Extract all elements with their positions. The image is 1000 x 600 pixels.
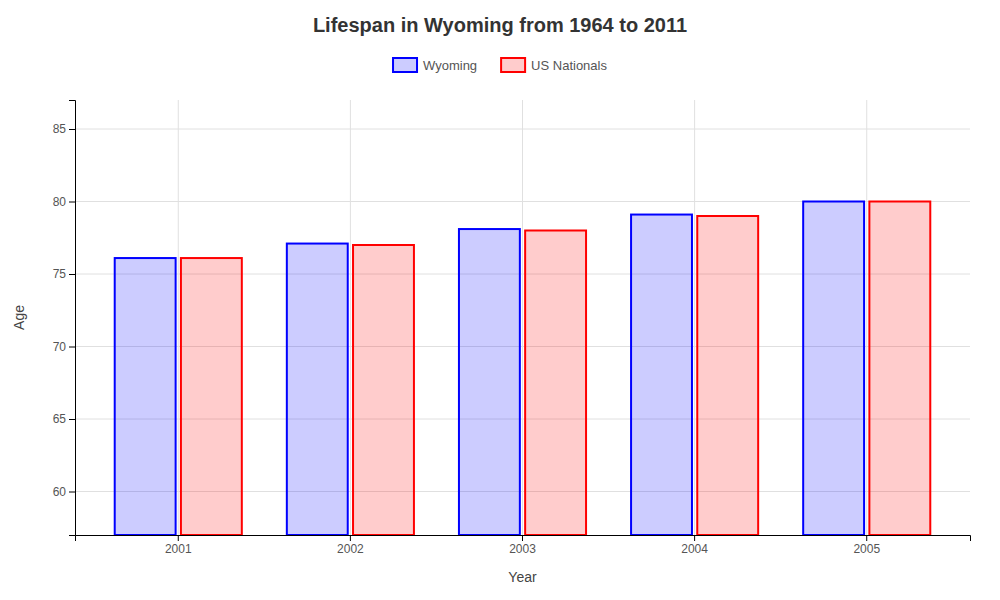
grid-line (350, 100, 351, 535)
tick-label: 80 (53, 195, 67, 209)
tick: 80 (53, 195, 75, 209)
tick-label: 85 (53, 122, 67, 136)
tick: 2001 (165, 535, 192, 556)
bar-series (181, 202, 930, 536)
tick: 2005 (853, 535, 880, 556)
tick-label: 2003 (509, 542, 536, 556)
y-axis: 60 65 70 75 80 85 (53, 101, 76, 536)
x-axis: 2001 2002 2003 2004 2005 (76, 535, 971, 556)
legend-swatch (393, 58, 417, 72)
tick-mark (69, 129, 75, 130)
grid-line (522, 100, 523, 535)
tick: 75 (53, 267, 75, 281)
tick-label: 2004 (681, 542, 708, 556)
legend-item: Wyoming (393, 58, 477, 73)
tick: 60 (53, 485, 75, 499)
grid-line (694, 100, 695, 535)
tick-mark (522, 535, 523, 541)
tick: 65 (53, 412, 75, 426)
tick: 2002 (337, 535, 364, 556)
axis-line (69, 101, 76, 536)
bar (287, 244, 348, 535)
bar (353, 245, 414, 535)
bar (115, 258, 176, 535)
y-axis-label: Age (11, 305, 27, 330)
legend: Wyoming US Nationals (393, 58, 607, 73)
legend-label: US Nationals (531, 58, 607, 73)
grid (75, 100, 970, 535)
grid-line (866, 100, 867, 535)
tick-mark (350, 535, 351, 541)
tick-mark (866, 535, 867, 541)
bar (459, 229, 520, 535)
tick-label: 70 (53, 340, 67, 354)
tick: 85 (53, 122, 75, 136)
tick-mark (69, 492, 75, 493)
tick-label: 2005 (853, 542, 880, 556)
axis-line (76, 536, 971, 542)
tick-label: 75 (53, 267, 67, 281)
tick-label: 2001 (165, 542, 192, 556)
legend-swatch (501, 58, 525, 72)
bar (525, 231, 586, 536)
tick-label: 60 (53, 485, 67, 499)
tick-mark (694, 535, 695, 541)
bars (115, 202, 931, 536)
legend-label: Wyoming (423, 58, 477, 73)
title: Lifespan in Wyoming from 1964 to 2011 (313, 14, 687, 36)
bar (869, 202, 930, 536)
bar-series (115, 202, 864, 536)
tick-mark (69, 347, 75, 348)
tick-mark (69, 274, 75, 275)
bar (803, 202, 864, 536)
tick-mark (69, 202, 75, 203)
tick-mark (178, 535, 179, 541)
bar (697, 216, 758, 535)
bar (181, 258, 242, 535)
bar (631, 215, 692, 535)
tick-label: 2002 (337, 542, 364, 556)
x-axis-label: Year (508, 569, 537, 585)
tick-mark (69, 419, 75, 420)
tick-label: 65 (53, 412, 67, 426)
tick: 2003 (509, 535, 536, 556)
legend-item: US Nationals (501, 58, 607, 73)
tick: 2004 (681, 535, 708, 556)
chart: 2001 2002 2003 2004 2005 60 65 70 75 80 85 Lifespan… (0, 0, 1000, 600)
grid-line (178, 100, 179, 535)
tick: 70 (53, 340, 75, 354)
